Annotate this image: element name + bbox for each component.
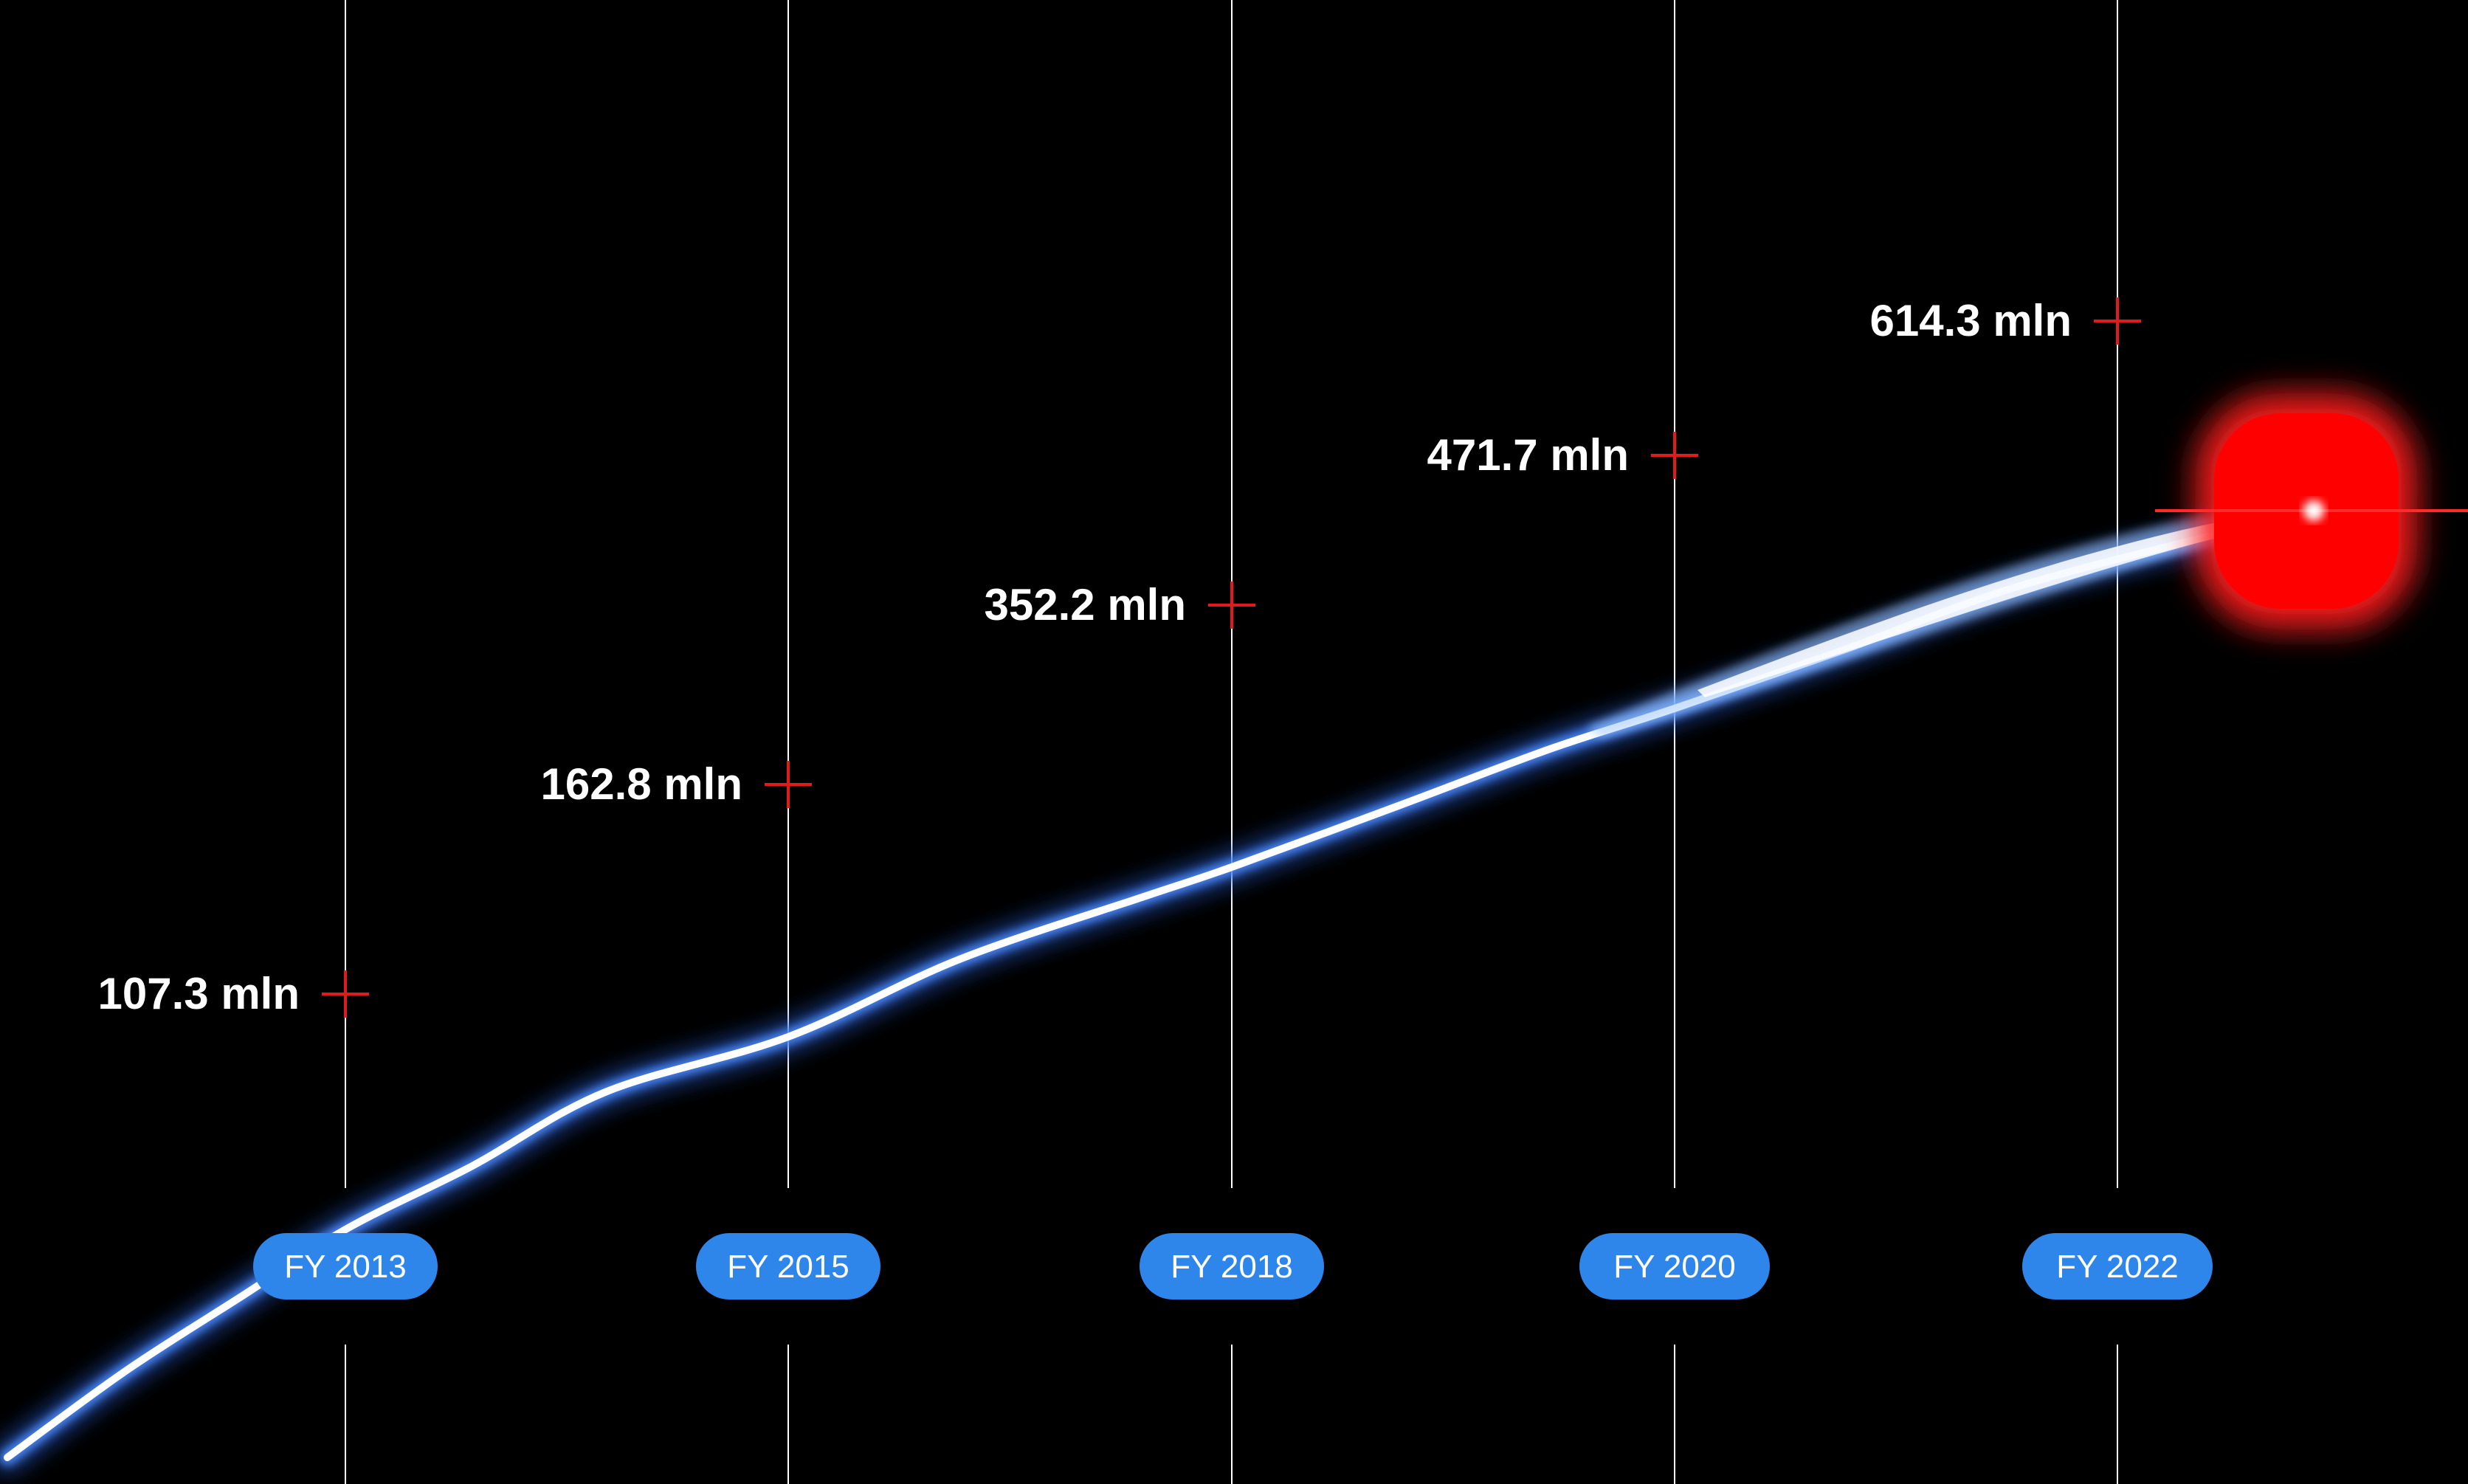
year-pill: FY 2013 [253,1233,438,1300]
year-pill: FY 2015 [696,1233,880,1300]
trail-core [4,507,2317,1461]
trail-cone-core [1697,508,2301,697]
year-pill: FY 2020 [1579,1233,1770,1300]
comet-head-core [2303,500,2324,521]
comet-head [2155,393,2468,629]
value-label: 614.3 mln [1870,296,2072,345]
year-pill-bg [253,1233,438,1300]
comet-trail [0,494,2331,1474]
year-pill-bg [696,1233,880,1300]
trail-glow [0,494,2331,1474]
year-pill-label: FY 2020 [1613,1249,1736,1285]
year-pill-label: FY 2022 [2056,1249,2179,1285]
year-pill: FY 2018 [1140,1233,1324,1300]
value-label: 352.2 mln [985,580,1187,629]
year-pill-bg [2022,1233,2213,1300]
year-pills: FY 2013 FY 2015 FY 2018 FY 2020 FY 2022 [253,1233,2213,1300]
year-pill-label: FY 2013 [284,1249,407,1285]
year-pill-bg [1579,1233,1770,1300]
year-pill: FY 2022 [2022,1233,2213,1300]
value-label: 471.7 mln [1427,430,1630,480]
year-pill-label: FY 2015 [727,1249,849,1285]
year-pill-bg [1140,1233,1324,1300]
value-label: 162.8 mln [541,759,743,809]
trail-mid [0,503,2322,1466]
year-pill-label: FY 2018 [1171,1249,1293,1285]
value-labels: 107.3 mln 162.8 mln 352.2 mln 471.7 mln 614.… [98,296,2072,1018]
value-markers [322,297,2141,1018]
value-label: 107.3 mln [98,969,300,1018]
